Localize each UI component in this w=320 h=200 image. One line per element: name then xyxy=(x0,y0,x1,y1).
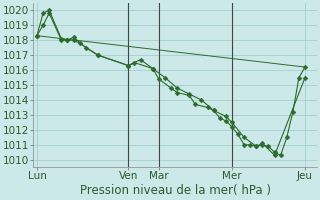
X-axis label: Pression niveau de la mer( hPa ): Pression niveau de la mer( hPa ) xyxy=(80,184,271,197)
